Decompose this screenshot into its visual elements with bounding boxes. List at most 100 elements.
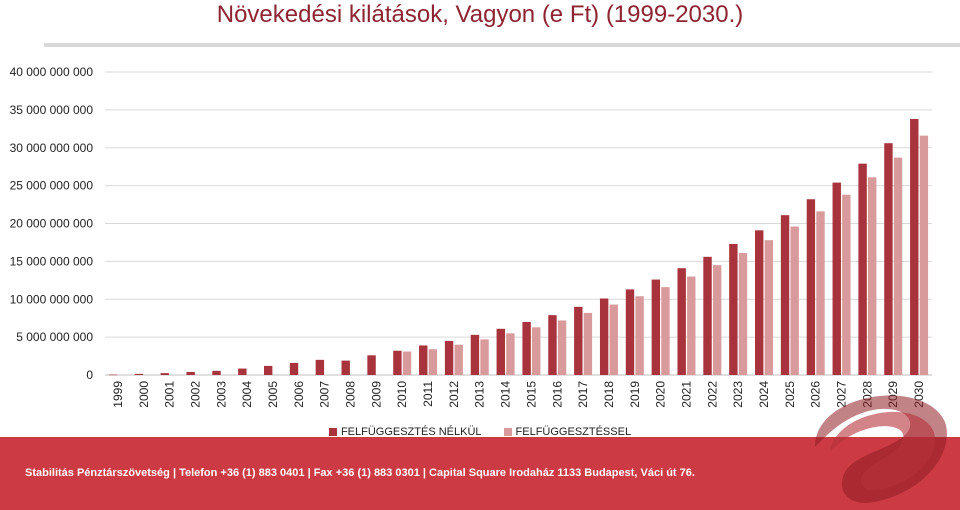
bar-series-2 bbox=[712, 265, 722, 375]
x-tick-label: 2009 bbox=[369, 381, 383, 408]
bar-series-1 bbox=[703, 256, 712, 375]
x-tick-label: 2013 bbox=[473, 381, 487, 408]
x-tick-label: 2024 bbox=[757, 381, 771, 408]
bar-series-1 bbox=[160, 373, 170, 375]
bar-series-1 bbox=[806, 199, 816, 375]
x-tick-label: 2006 bbox=[292, 381, 306, 408]
bar-series-2 bbox=[919, 135, 929, 375]
bar-series-2 bbox=[816, 211, 825, 375]
bar-series-1 bbox=[393, 350, 402, 375]
bar-series-1 bbox=[367, 355, 376, 375]
title-divider bbox=[44, 43, 960, 47]
bar-series-2 bbox=[661, 287, 670, 375]
bar-series-1 bbox=[599, 298, 609, 375]
x-tick-label: 2011 bbox=[421, 381, 435, 407]
bar-series-1 bbox=[470, 334, 480, 375]
bar-series-1 bbox=[263, 365, 273, 375]
legend-swatch-series-1 bbox=[328, 428, 337, 436]
x-tick-label: 2008 bbox=[344, 381, 358, 408]
bar-series-1 bbox=[780, 215, 790, 375]
x-tick-label: 2027 bbox=[835, 381, 849, 408]
y-tick-label: 25 000 000 000 bbox=[10, 179, 94, 193]
bar-series-2 bbox=[454, 344, 463, 375]
x-tick-label: 2014 bbox=[499, 381, 513, 408]
bar-series-2 bbox=[867, 177, 877, 375]
bar-series-2 bbox=[532, 327, 541, 375]
legend-item-series-1: FELFÜGGESZTÉS NÉLKÜL bbox=[328, 424, 482, 440]
chart-title: Növekedési kilátások, Vagyon (e Ft) (199… bbox=[216, 1, 744, 28]
x-tick-label: 2023 bbox=[731, 381, 745, 408]
x-tick-label: 2021 bbox=[679, 381, 693, 408]
logo-swirl-icon bbox=[815, 395, 947, 503]
x-tick-label: 2015 bbox=[524, 381, 538, 408]
x-tick-label: 2002 bbox=[188, 381, 202, 408]
x-tick-label: 2016 bbox=[550, 381, 564, 408]
bar-series-1 bbox=[548, 315, 557, 375]
bar-series-1 bbox=[315, 359, 325, 375]
y-tick-label: 5 000 000 000 bbox=[16, 330, 93, 344]
footer-contact-text: Stabilitás Pénztárszövetség | Telefon +3… bbox=[25, 467, 695, 479]
bar-series-2 bbox=[583, 312, 593, 375]
bar-series-2 bbox=[428, 349, 438, 375]
x-tick-label: 2003 bbox=[214, 381, 228, 408]
bar-series-1 bbox=[289, 362, 299, 375]
x-tick-label: 2022 bbox=[705, 381, 719, 408]
legend-swatch-series-2 bbox=[503, 428, 512, 436]
bar-series-2 bbox=[764, 240, 774, 375]
bar-series-2 bbox=[402, 351, 412, 375]
bar-series-2 bbox=[790, 226, 799, 375]
y-tick-label: 30 000 000 000 bbox=[10, 141, 94, 155]
footer-bar: Stabilitás Pénztárszövetség | Telefon +3… bbox=[0, 437, 960, 510]
x-tick-label: 2017 bbox=[576, 381, 590, 408]
x-tick-label: 2004 bbox=[240, 381, 254, 408]
bar-series-1 bbox=[212, 370, 221, 375]
y-tick-label: 15 000 000 000 bbox=[10, 254, 94, 268]
bar-series-1 bbox=[832, 182, 841, 375]
bar-series-1 bbox=[625, 289, 635, 375]
x-tick-label: 2012 bbox=[447, 381, 461, 408]
bar-series-1 bbox=[910, 118, 919, 375]
bar-series-1 bbox=[729, 243, 738, 375]
bar-series-1 bbox=[884, 143, 893, 375]
legend-label-series-2: FELFÜGGESZTÉSSEL bbox=[515, 426, 632, 438]
bar-series-1 bbox=[651, 279, 661, 375]
bar-series-2 bbox=[738, 253, 748, 375]
bar-series-1 bbox=[444, 340, 454, 375]
y-tick-label: 40 000 000 000 bbox=[10, 65, 94, 79]
bar-series-1 bbox=[108, 374, 118, 376]
bar-series-1 bbox=[186, 371, 195, 375]
bar-series-2 bbox=[687, 276, 696, 375]
bar-series-1 bbox=[677, 268, 686, 375]
bar-series-1 bbox=[419, 345, 428, 375]
bar-series-2 bbox=[893, 157, 903, 375]
x-tick-label: 2000 bbox=[137, 381, 151, 408]
legend-item-series-2: FELFÜGGESZTÉSSEL bbox=[503, 424, 632, 440]
x-tick-label: 2020 bbox=[654, 381, 668, 408]
bar-series-2 bbox=[609, 304, 618, 375]
x-tick-label: 2019 bbox=[628, 381, 642, 408]
chart-legend: FELFÜGGESZTÉS NÉLKÜL FELFÜGGESZTÉSSEL bbox=[0, 424, 960, 440]
bar-series-1 bbox=[341, 360, 350, 375]
x-tick-label: 2018 bbox=[602, 381, 616, 408]
bar-series-1 bbox=[574, 306, 583, 375]
legend-label-series-1: FELFÜGGESZTÉS NÉLKÜL bbox=[340, 426, 482, 438]
y-tick-label: 10 000 000 000 bbox=[10, 292, 94, 306]
bar-series-1 bbox=[134, 373, 144, 375]
x-tick-label: 1999 bbox=[111, 381, 125, 408]
x-tick-label: 2026 bbox=[809, 381, 823, 408]
y-tick-label: 0 bbox=[86, 368, 93, 382]
bar-series-2 bbox=[635, 296, 644, 375]
bar-series-2 bbox=[557, 320, 567, 375]
x-tick-label: 2005 bbox=[266, 381, 280, 408]
x-tick-label: 2010 bbox=[395, 381, 409, 408]
x-tick-label: 2007 bbox=[318, 381, 332, 408]
bar-series-1 bbox=[858, 163, 867, 375]
bar-series-1 bbox=[755, 230, 764, 375]
bar-series-1 bbox=[522, 321, 531, 375]
x-tick-label: 2001 bbox=[163, 381, 177, 408]
bar-chart: 0 5 000 000 000 10 000 000 000 15 000 000 0… bbox=[10, 65, 932, 408]
bar-series-2 bbox=[842, 194, 851, 375]
bar-series-2 bbox=[480, 339, 489, 375]
bar-series-1 bbox=[238, 368, 247, 375]
bar-series-1 bbox=[496, 328, 505, 375]
